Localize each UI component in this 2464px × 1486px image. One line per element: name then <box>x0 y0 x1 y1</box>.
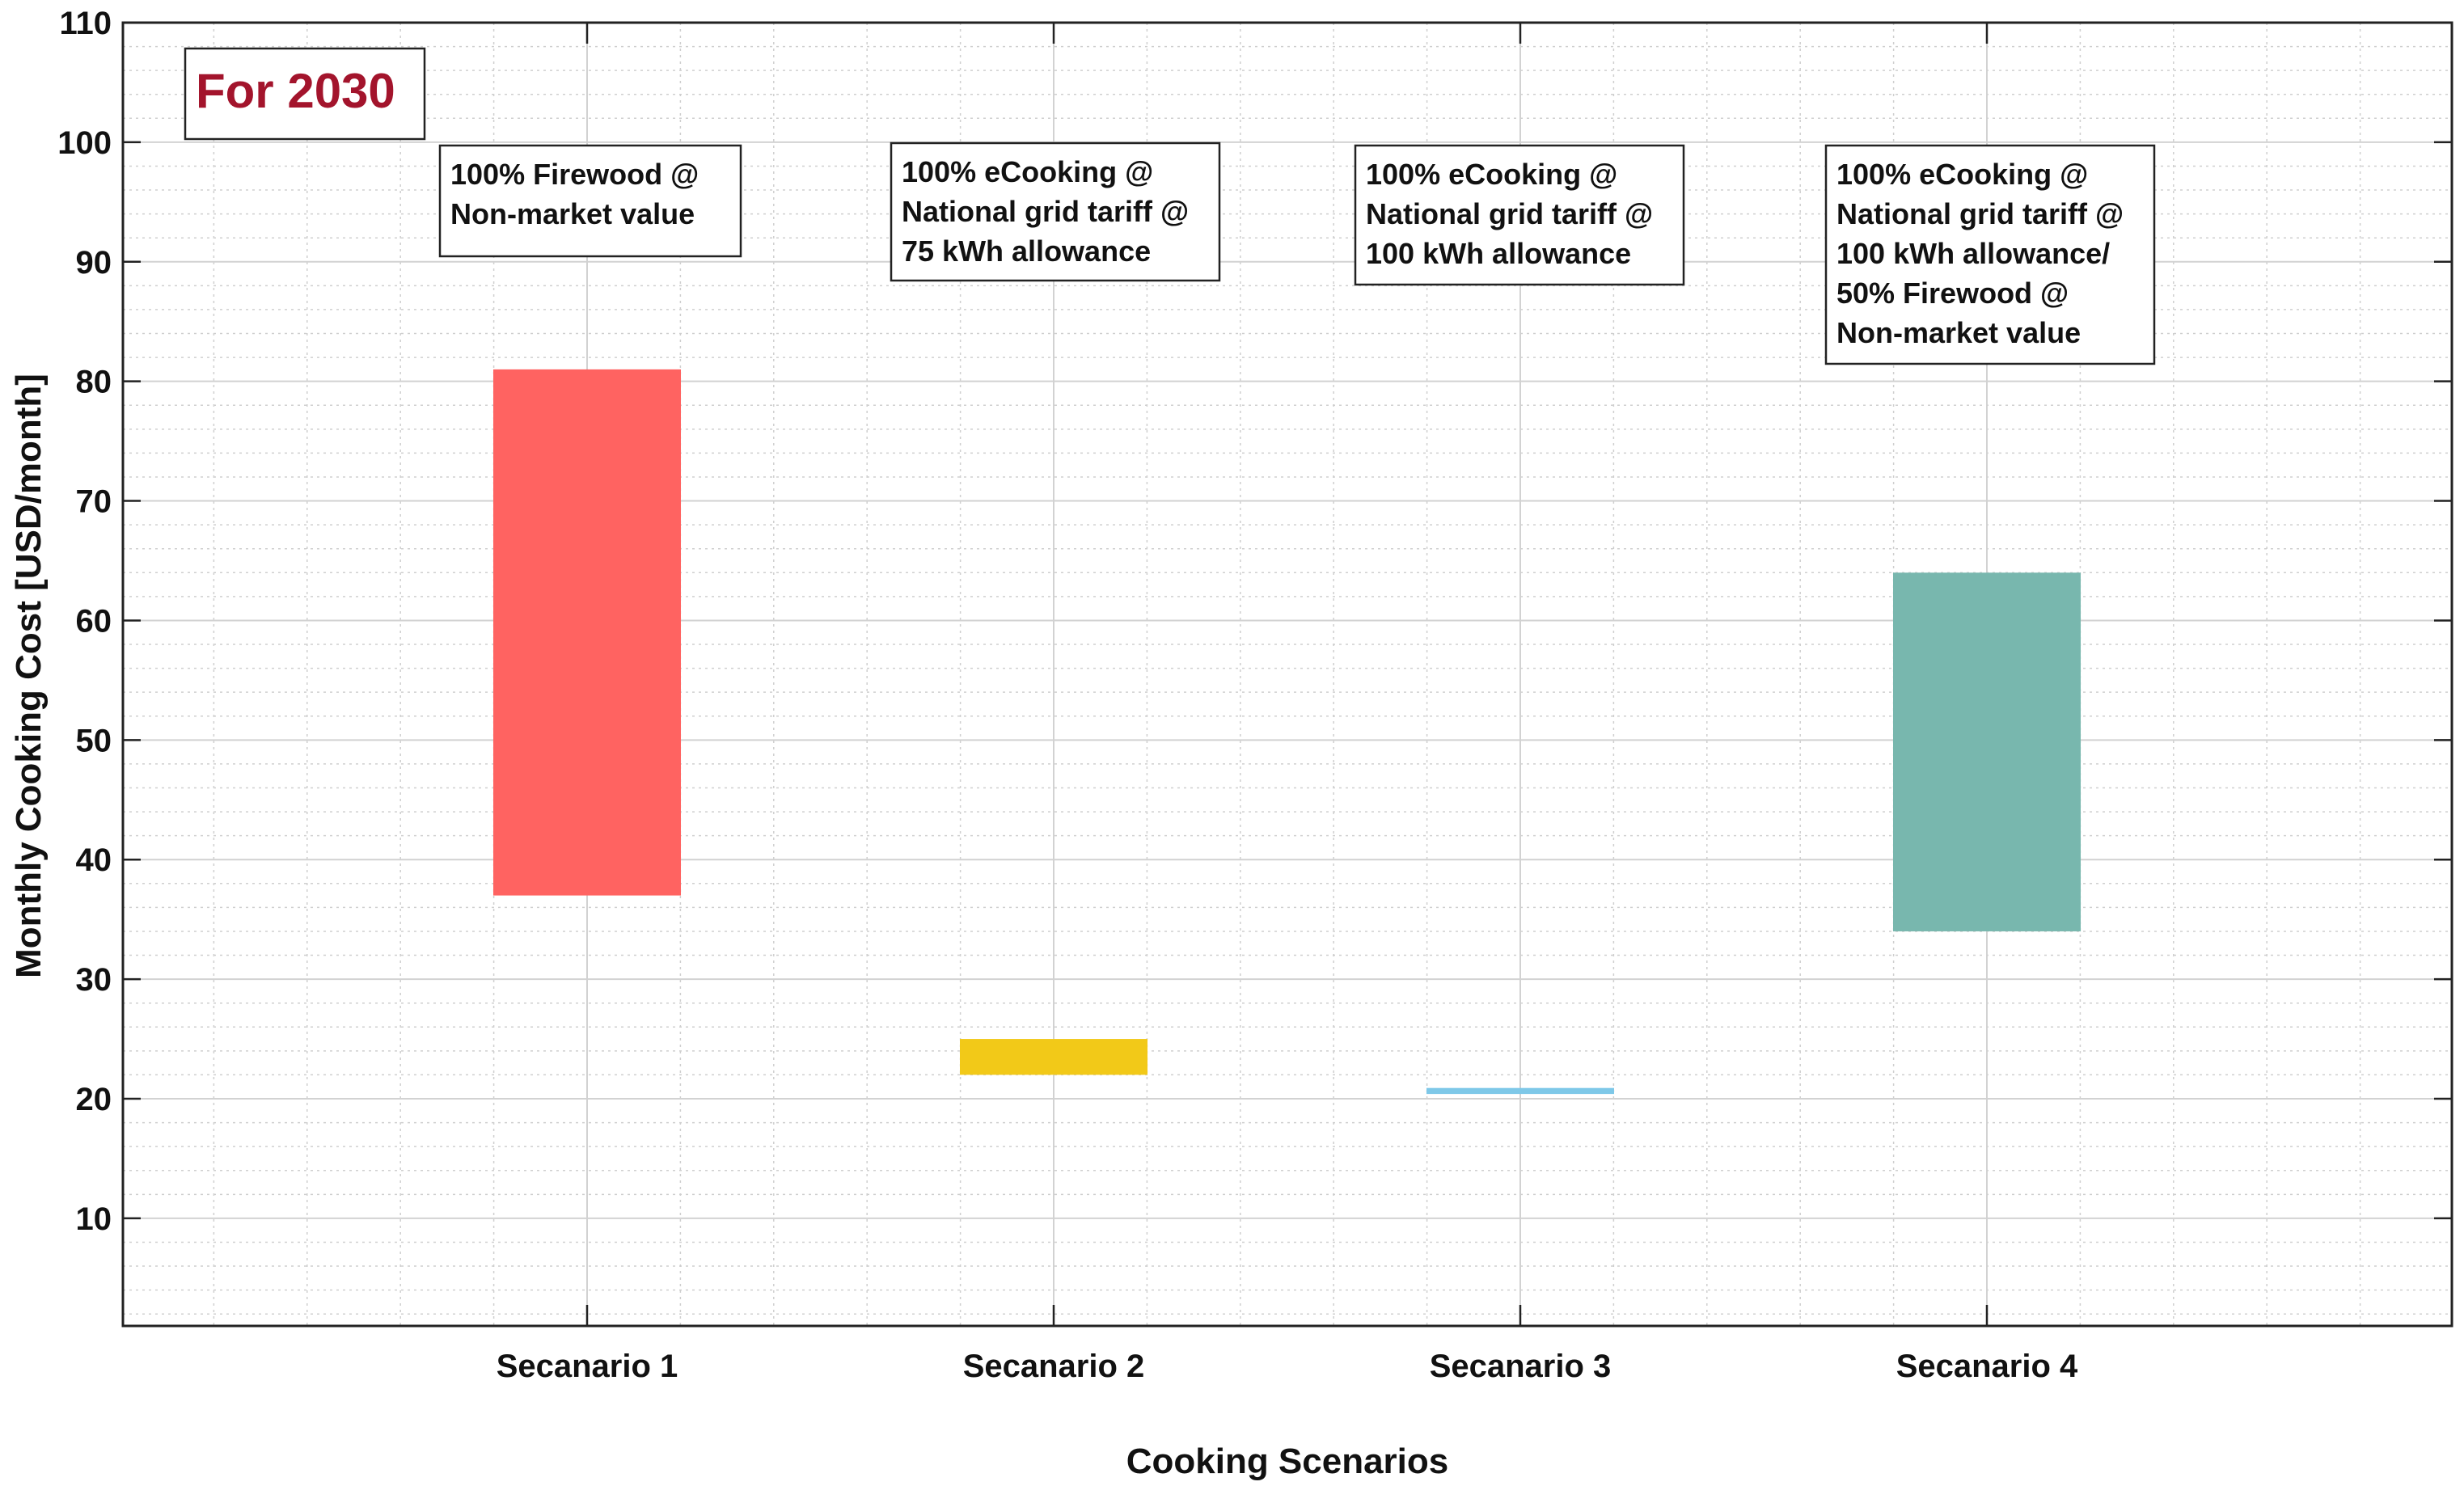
annotation-scenario-2: 100% eCooking @ National grid tariff @ 75 … <box>890 141 1221 282</box>
x-axis-ticks: Secanario 1 Secanario 2 Secanario 3 Secanar… <box>497 23 2078 1384</box>
annotation-line: 100% eCooking @ <box>1836 158 2088 191</box>
y-tick-label: 100 <box>57 125 112 161</box>
plot-frame <box>121 21 2453 1328</box>
annotation-line: Non-market value <box>450 197 695 230</box>
y-axis-title: Monthly Cooking Cost [USD/month] <box>9 374 49 978</box>
y-tick-label: 70 <box>76 484 112 520</box>
annotation-line: 100% eCooking @ <box>1366 158 1617 191</box>
y-tick-label: 90 <box>76 245 112 281</box>
year-label: For 2030 <box>196 64 395 118</box>
annotation-line: National grid tariff @ <box>1366 197 1653 230</box>
x-tick-label: Secanario 4 <box>1896 1349 2078 1384</box>
y-axis-ticks: 10 20 30 40 50 60 70 80 90 100 110 <box>57 6 2452 1237</box>
annotation-frame <box>1824 144 2156 365</box>
bar-scenario-1 <box>493 369 681 896</box>
bar-scenario-4 <box>1893 572 2081 931</box>
annotation-line: 100% eCooking @ <box>902 155 1153 188</box>
bars <box>493 369 2081 1095</box>
annotation-scenario-4: 100% eCooking @ National grid tariff @ 100… <box>1824 144 2156 365</box>
y-tick-label: 80 <box>76 365 112 400</box>
annotation-frame <box>890 141 1221 282</box>
y-tick-label: 40 <box>76 842 112 878</box>
annotation-line: 75 kWh allowance <box>902 234 1151 268</box>
annotation-frame <box>1354 144 1685 286</box>
year-label-box: For 2030 <box>184 47 426 141</box>
y-tick-label: 30 <box>76 962 112 998</box>
y-tick-label: 10 <box>76 1201 112 1237</box>
bar-scenario-3 <box>1426 1087 1614 1095</box>
annotation-line: 50% Firewood @ <box>1836 277 2069 310</box>
bar-scenario-2 <box>960 1039 1147 1075</box>
year-label-frame <box>184 47 426 141</box>
y-tick-label: 60 <box>76 603 112 639</box>
annotation-scenario-3: 100% eCooking @ National grid tariff @ 100… <box>1354 144 1685 286</box>
annotation-line: Non-market value <box>1836 316 2081 349</box>
annotation-line: 100 kWh allowance/ <box>1836 237 2110 270</box>
annotation-line: National grid tariff @ <box>902 195 1189 228</box>
x-axis-title: Cooking Scenarios <box>1126 1442 1449 1481</box>
annotation-scenario-1: 100% Firewood @ Non-market value <box>438 144 742 258</box>
y-tick-label: 20 <box>76 1082 112 1117</box>
annotation-line: National grid tariff @ <box>1836 197 2124 230</box>
y-tick-label: 50 <box>76 723 112 758</box>
x-tick-label: Secanario 2 <box>963 1349 1145 1384</box>
annotation-frame <box>438 144 742 258</box>
annotation-line: 100 kWh allowance <box>1366 237 1631 270</box>
x-tick-label: Secanario 1 <box>497 1349 678 1384</box>
x-tick-label: Secanario 3 <box>1430 1349 1612 1384</box>
annotation-line: 100% Firewood @ <box>450 158 699 191</box>
y-tick-label: 110 <box>59 6 112 41</box>
